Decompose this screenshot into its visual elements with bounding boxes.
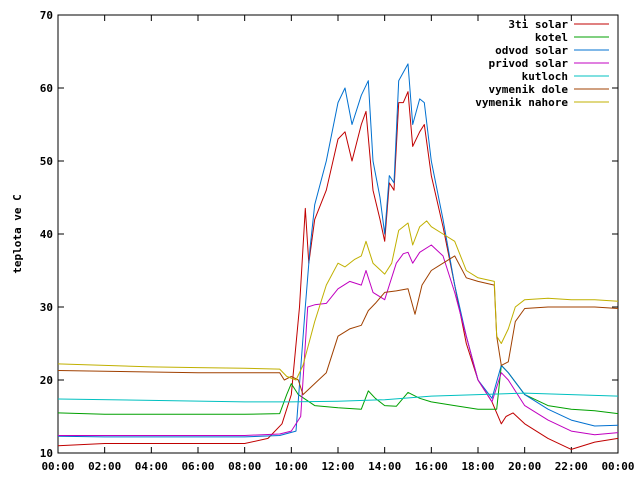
x-tick-label: 12:00 xyxy=(321,460,354,473)
series-line-3ti-solar xyxy=(57,91,619,450)
y-tick-label: 20 xyxy=(40,374,53,387)
y-tick-label: 70 xyxy=(40,9,53,22)
legend-label: odvod solar xyxy=(495,44,568,57)
x-tick-label: 04:00 xyxy=(135,460,168,473)
x-axis-ticks: 00:00 02:00 04:00 06:00 08:00 10:00 12:00 14:00… xyxy=(41,15,635,473)
legend-label: kotel xyxy=(535,31,568,44)
x-tick-label: 22:00 xyxy=(555,460,588,473)
y-tick-label: 50 xyxy=(40,155,53,168)
series-line-kotel xyxy=(57,364,619,415)
x-tick-label: 00:00 xyxy=(41,460,74,473)
x-tick-label: 10:00 xyxy=(275,460,308,473)
x-tick-label: 00:00 xyxy=(601,460,634,473)
y-tick-label: 60 xyxy=(40,82,53,95)
y-axis-label: teplota ve C xyxy=(11,194,24,273)
y-axis-ticks: 10 20 30 40 50 60 70 xyxy=(40,9,618,460)
x-tick-label: 14:00 xyxy=(368,460,401,473)
series-line-odvod-solar xyxy=(57,63,619,438)
x-tick-label: 02:00 xyxy=(88,460,121,473)
x-tick-label: 16:00 xyxy=(415,460,448,473)
x-tick-label: 18:00 xyxy=(461,460,494,473)
x-tick-label: 06:00 xyxy=(181,460,214,473)
legend-label: privod solar xyxy=(489,57,569,70)
series-line-kutloch xyxy=(57,392,619,403)
x-tick-label: 08:00 xyxy=(228,460,261,473)
y-tick-label: 30 xyxy=(40,301,53,314)
legend-label: 3ti solar xyxy=(508,18,568,31)
legend-label: kutloch xyxy=(522,70,568,83)
y-tick-label: 40 xyxy=(40,228,53,241)
legend-label: vymenik dole xyxy=(489,83,569,96)
series-line-privod-solar xyxy=(58,244,619,436)
series-lines xyxy=(57,63,619,450)
y-tick-label: 10 xyxy=(40,447,53,460)
series-line-vymenik-dole xyxy=(57,255,619,396)
series-line-vymenik-nahore xyxy=(57,220,619,381)
legend-label: vymenik nahore xyxy=(475,96,568,109)
x-tick-label: 20:00 xyxy=(508,460,541,473)
